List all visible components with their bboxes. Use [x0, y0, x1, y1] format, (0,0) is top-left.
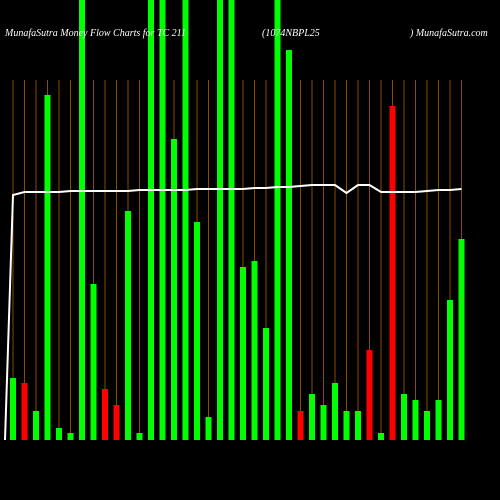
bar [159, 0, 166, 440]
bar [56, 428, 62, 440]
bar [205, 417, 212, 440]
bar [263, 328, 269, 440]
bar [125, 211, 131, 440]
bar [366, 350, 373, 440]
bar [67, 433, 74, 440]
bar [274, 0, 281, 440]
chart-title: MunafaSutra Money Flow Charts for TC 211 [4, 28, 186, 39]
bar [228, 0, 235, 440]
bar [251, 261, 258, 440]
bar [435, 400, 442, 440]
bar [378, 433, 384, 440]
bar [21, 383, 28, 440]
bar [343, 411, 350, 440]
bar [320, 405, 327, 440]
money-flow-line [4, 184, 462, 441]
bar [424, 411, 430, 440]
bar [136, 433, 143, 440]
bar [33, 411, 39, 440]
bar [171, 139, 177, 440]
bar [297, 411, 304, 440]
bar [182, 0, 189, 440]
bar [309, 394, 315, 440]
bar [412, 400, 419, 440]
bar [113, 405, 120, 440]
bar [401, 394, 407, 440]
bar [458, 239, 465, 440]
bar [332, 383, 338, 440]
bar [240, 267, 246, 440]
source: ) MunafaSutra.com [409, 28, 488, 39]
bar [44, 95, 51, 440]
bar [79, 0, 85, 440]
bar [389, 106, 396, 440]
bar [102, 389, 108, 440]
bar [10, 378, 16, 440]
bar [217, 0, 223, 440]
bar [194, 222, 200, 440]
bar [447, 300, 453, 440]
bar [148, 0, 154, 440]
chart-subtitle: (1074NBPL25 [262, 28, 320, 39]
bar [286, 50, 292, 440]
bar [90, 284, 97, 440]
bar [355, 411, 361, 440]
